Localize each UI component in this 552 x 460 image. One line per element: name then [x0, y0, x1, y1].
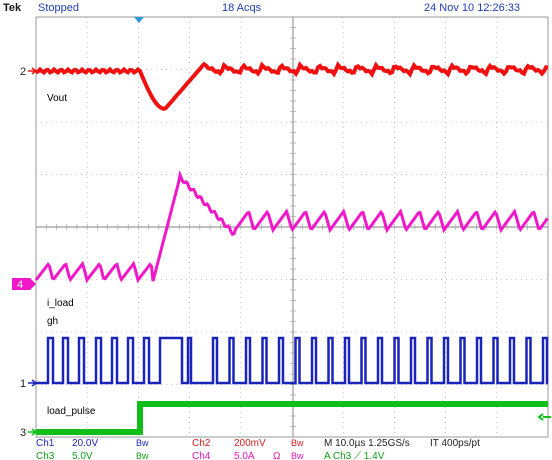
ch4-label: i_load: [47, 298, 74, 309]
brand-label: Tek: [3, 2, 22, 14]
ch4-ground-marker[interactable]: 4: [12, 278, 36, 291]
ch3-marker-label: 3: [20, 427, 26, 439]
ch2-name[interactable]: Ch2: [192, 438, 211, 449]
ch2-bandwidth: Bw: [291, 438, 304, 448]
trace-vout: [35, 61, 549, 112]
ch4-bandwidth: Bw: [291, 451, 304, 460]
trace-i-load: [34, 169, 549, 284]
ch4-marker-label: 4: [17, 279, 23, 291]
ch2-ground-marker[interactable]: 2: [20, 66, 38, 78]
ch1-label: gh: [47, 316, 59, 327]
trace-load-pulse: [36, 401, 548, 435]
trigger-setting[interactable]: A Ch3 ⟋ 1.4V: [324, 451, 385, 460]
timebase[interactable]: M 10.0µs 1.25GS/s: [324, 438, 410, 449]
ch3-ground-marker[interactable]: 3: [20, 427, 38, 439]
ch2-marker-label: 2: [20, 66, 26, 78]
ch2-scale[interactable]: 200mV: [234, 438, 266, 449]
ch4-scale[interactable]: 5.0A: [234, 451, 255, 460]
ch2-label: Vout: [47, 93, 68, 104]
trace-gh: [36, 336, 549, 385]
ch1-ground-marker[interactable]: 1: [20, 378, 38, 390]
ch4-termination: Ω: [273, 451, 281, 460]
ch3-scale[interactable]: 5.0V: [72, 451, 93, 460]
ch3-label: load_pulse: [47, 406, 96, 417]
status-bar: Tek Stopped 18 Acqs 24 Nov 10 12:26:33: [0, 0, 552, 16]
trigger-level-arrow[interactable]: [537, 413, 551, 421]
channel-readout: Ch1 20.0V Bw Ch2 200mV Bw M 10.0µs 1.25G…: [0, 438, 552, 460]
acquisition-count: 18 Acqs: [222, 2, 262, 14]
sample-resolution: IT 400ps/pt: [430, 438, 480, 449]
timestamp: 24 Nov 10 12:26:33: [424, 2, 521, 14]
ch1-bandwidth: Bw: [136, 438, 149, 448]
acquisition-status: Stopped: [38, 2, 79, 14]
ch1-marker-label: 1: [20, 378, 26, 390]
ch1-scale[interactable]: 20.0V: [72, 438, 99, 449]
ch4-name[interactable]: Ch4: [192, 451, 211, 460]
ch3-bandwidth: Bw: [136, 451, 149, 460]
trigger-position-marker[interactable]: [134, 17, 144, 23]
ch1-name[interactable]: Ch1: [36, 438, 55, 449]
ch3-name[interactable]: Ch3: [36, 451, 55, 460]
